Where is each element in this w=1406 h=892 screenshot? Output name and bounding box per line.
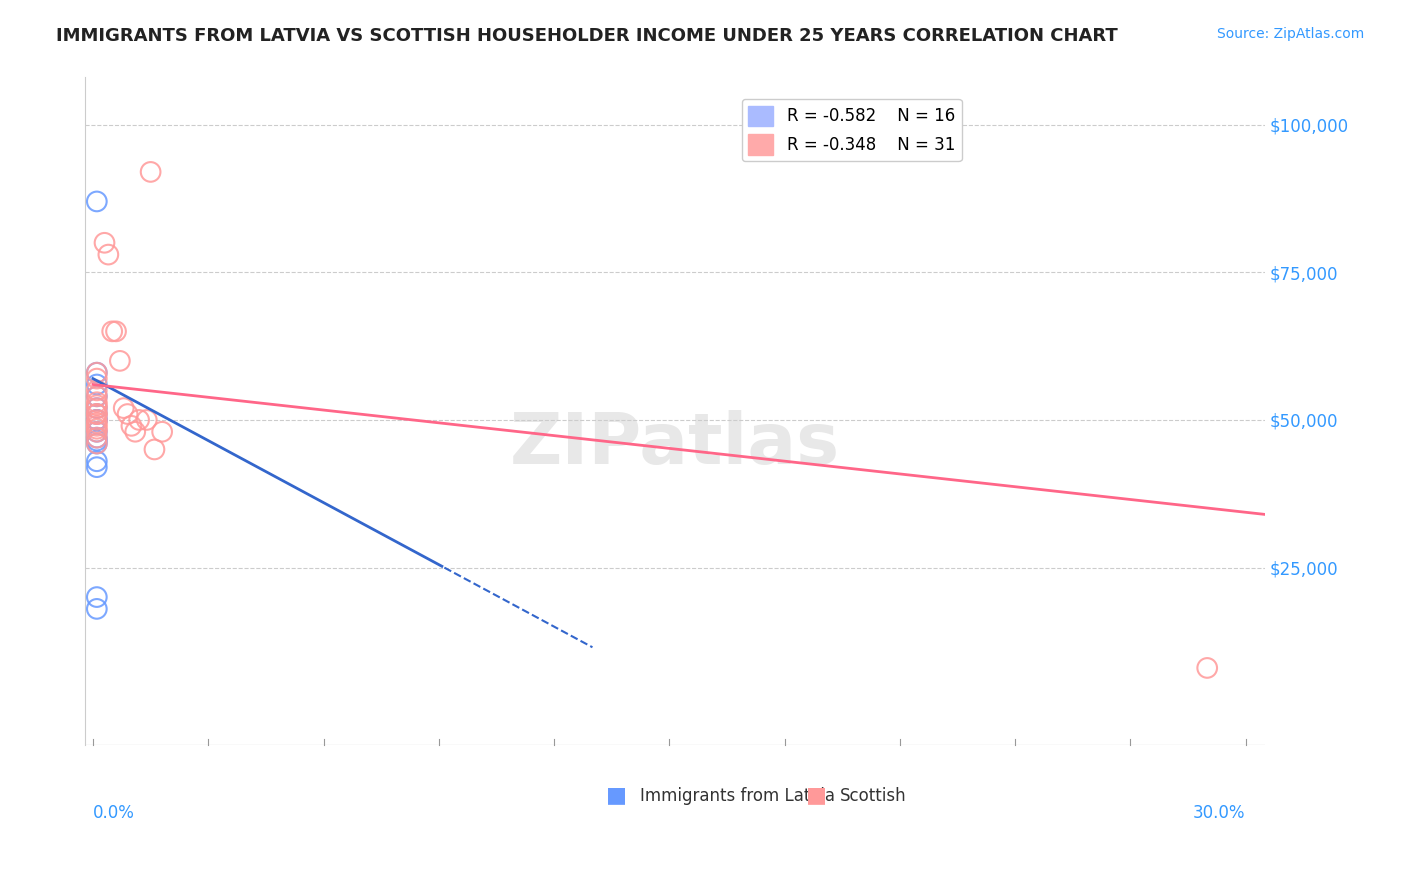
Point	[86, 407, 108, 421]
Text: Scottish: Scottish	[841, 787, 907, 805]
Point	[108, 354, 131, 368]
Point	[124, 425, 146, 439]
Point	[86, 194, 108, 209]
Point	[86, 425, 108, 439]
Text: Source: ZipAtlas.com: Source: ZipAtlas.com	[1216, 27, 1364, 41]
Point	[86, 590, 108, 604]
Point	[101, 324, 124, 338]
Point	[86, 422, 108, 436]
Text: IMMIGRANTS FROM LATVIA VS SCOTTISH HOUSEHOLDER INCOME UNDER 25 YEARS CORRELATION: IMMIGRANTS FROM LATVIA VS SCOTTISH HOUSE…	[56, 27, 1118, 45]
Point	[86, 431, 108, 445]
Point	[86, 413, 108, 427]
Point	[143, 442, 166, 457]
Point	[139, 165, 162, 179]
Point	[86, 416, 108, 430]
Point	[1197, 661, 1219, 675]
Point	[86, 431, 108, 445]
Point	[86, 389, 108, 403]
Point	[86, 418, 108, 433]
Point	[86, 436, 108, 450]
Point	[86, 407, 108, 421]
Point	[86, 434, 108, 448]
Point	[128, 413, 150, 427]
Legend: R = -0.582    N = 16, R = -0.348    N = 31: R = -0.582 N = 16, R = -0.348 N = 31	[741, 99, 962, 161]
Text: ZIPatlas: ZIPatlas	[510, 410, 841, 479]
Point	[86, 389, 108, 403]
Text: Immigrants from Latvia: Immigrants from Latvia	[640, 787, 835, 805]
Point	[86, 366, 108, 380]
Point	[150, 425, 173, 439]
Text: ■: ■	[606, 785, 627, 805]
Point	[86, 398, 108, 412]
Point	[86, 407, 108, 421]
Point	[86, 425, 108, 439]
Text: 30.0%: 30.0%	[1194, 804, 1246, 822]
Point	[97, 247, 120, 261]
Point	[120, 418, 142, 433]
Point	[86, 395, 108, 409]
Text: 0.0%: 0.0%	[93, 804, 135, 822]
Point	[86, 436, 108, 450]
Point	[86, 377, 108, 392]
Point	[86, 384, 108, 398]
Point	[86, 371, 108, 385]
Point	[86, 413, 108, 427]
Point	[105, 324, 128, 338]
Point	[86, 454, 108, 468]
Point	[86, 460, 108, 475]
Point	[86, 401, 108, 416]
Point	[86, 401, 108, 416]
Point	[117, 407, 139, 421]
Point	[112, 401, 135, 416]
Point	[135, 413, 157, 427]
Point	[93, 235, 115, 250]
Point	[86, 366, 108, 380]
Text: ■: ■	[806, 785, 827, 805]
Point	[86, 602, 108, 616]
Point	[86, 413, 108, 427]
